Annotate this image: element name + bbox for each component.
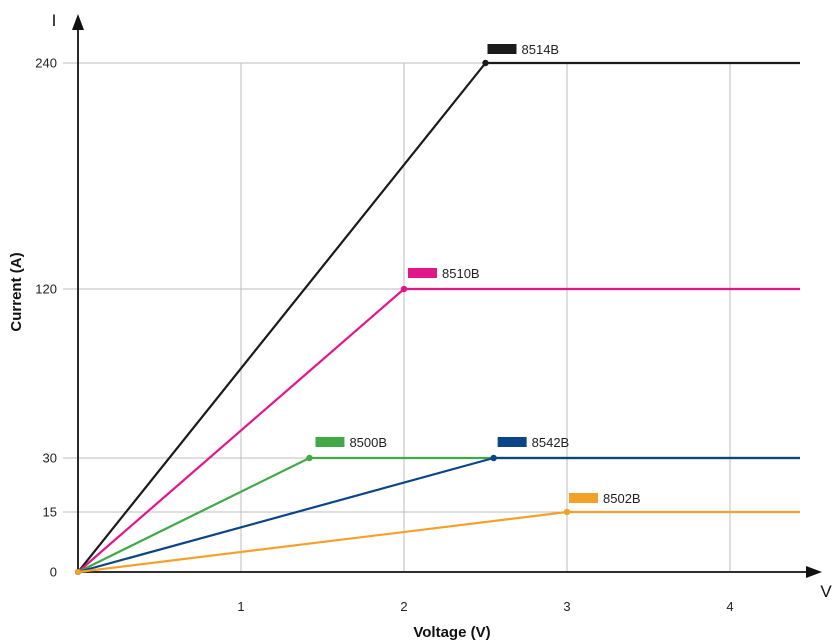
series-line-8542B (77, 456, 800, 574)
legend-swatch-8510B (408, 268, 437, 278)
y-axis-title: Current (A) (8, 252, 25, 331)
series-origin-point (75, 569, 81, 575)
series-knee-point (563, 508, 571, 516)
tick-labels: 1 2 3 4 0 15 30 120 240 (35, 56, 733, 615)
series-label-8542B: 8542B (532, 435, 570, 450)
axes (72, 14, 822, 578)
series-line-8500B (77, 456, 800, 573)
y-tick-label: 240 (35, 56, 57, 71)
y-tick-label: 120 (35, 282, 57, 297)
series-knee-point (306, 454, 313, 462)
x-tick-label: 3 (563, 599, 570, 614)
y-tick-label: 0 (50, 565, 57, 580)
y-tick-label: 15 (43, 505, 57, 520)
legend-swatch-8502B (569, 493, 598, 503)
series-label-8514B: 8514B (522, 42, 560, 57)
series-line-8514B (77, 61, 800, 573)
series-label-8500B: 8500B (349, 435, 387, 450)
series-line-8510B (77, 287, 800, 573)
series-labels: 8514B 8510B 8500B 8542B 8502B (315, 42, 641, 506)
x-tick-label: 4 (726, 599, 733, 614)
series-knee-point (482, 59, 489, 67)
x-axis-letter: V (820, 582, 832, 601)
legend-swatch-8542B (497, 437, 527, 447)
x-tick-label: 2 (400, 599, 407, 614)
y-axis-arrow (72, 14, 84, 30)
series-label-8510B: 8510B (442, 266, 480, 281)
legend-swatch-8514B (487, 44, 517, 54)
y-axis-letter: I (52, 11, 57, 30)
series-label-8502B: 8502B (603, 491, 641, 506)
y-tick-label: 30 (43, 451, 57, 466)
x-axis-title: Voltage (V) (413, 624, 490, 641)
grid (63, 62, 800, 572)
series-lines (75, 59, 800, 575)
x-tick-label: 1 (237, 599, 244, 614)
series-knee-point (490, 454, 497, 462)
series-knee-point (400, 285, 408, 293)
legend-swatch-8500B (315, 437, 345, 447)
x-axis-arrow (806, 566, 822, 578)
